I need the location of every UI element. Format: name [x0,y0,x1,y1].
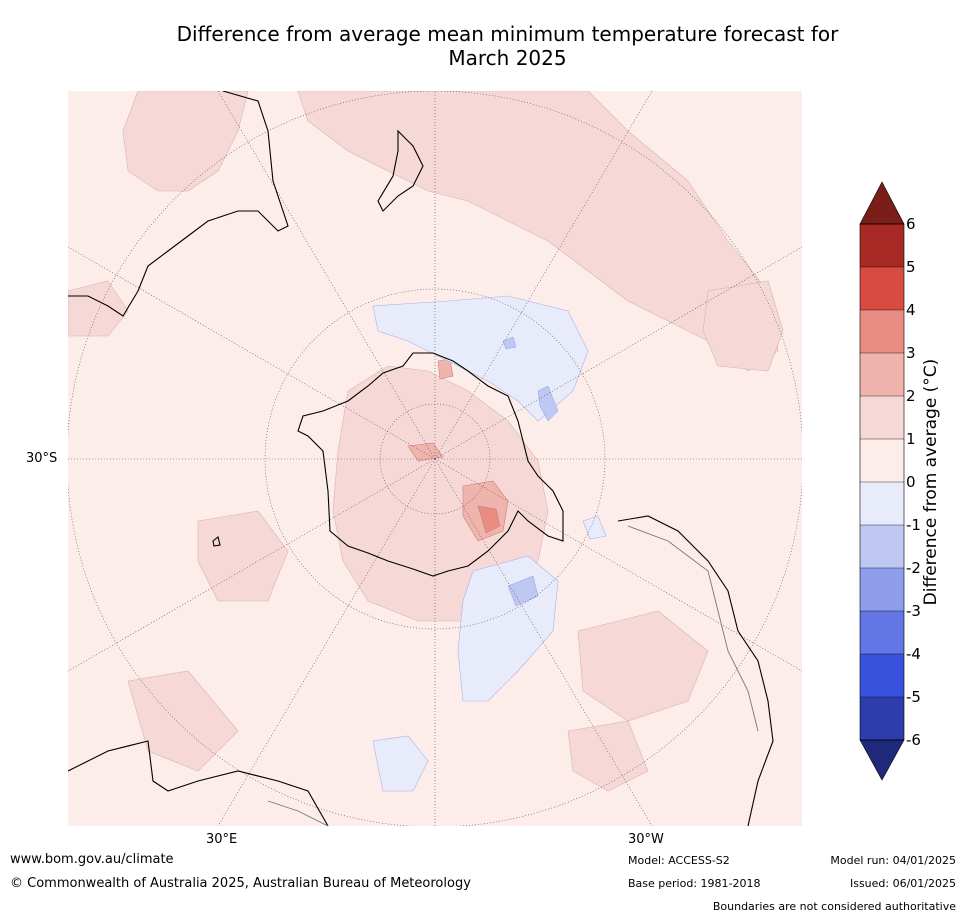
colorbar-tick-label: 4 [906,301,916,319]
colorbar-segment [860,568,904,612]
footer-model-run: Model run: 04/01/2025 [830,854,956,867]
border-africa [267,800,329,826]
colorbar-over-triangle [859,181,905,225]
anomaly-area-southeast [577,610,709,722]
anomaly-area-north [297,91,779,372]
footer-base-period: Base period: 1981-2018 [628,877,761,890]
meridian-7 [217,458,436,826]
colorbar-tick-label: -4 [906,645,921,663]
colorbar-tick-label: 5 [906,258,916,276]
colorbar-segment [860,267,904,311]
lon-label-30w: 30°W [628,832,664,847]
anomaly-area-south [127,670,239,772]
colorbar-segment [860,611,904,655]
meridian-1 [434,91,653,460]
colorbar-segment [860,482,904,526]
colorbar: 6 5 4 3 2 1 0 -1 -2 -3 -4 -5 -6 Difference from aver… [859,181,941,781]
lon-label-30e: 30°E [206,832,238,847]
meridian-5 [434,458,653,826]
footer-website[interactable]: www.bom.gov.au/climate [10,852,174,867]
meridian-11 [217,91,436,460]
anomaly-spot-3 [407,442,444,462]
colorbar-label: Difference from average (°C) [921,359,941,606]
footer-copyright: © Commonwealth of Australia 2025, Austra… [10,876,471,891]
colorbar-tick-label: 1 [906,430,916,448]
colorbar-tick-label: 6 [906,215,916,233]
footer-disclaimer: Boundaries are not considered authoritat… [712,900,956,913]
colorbar-tick-label: -1 [906,516,921,534]
colorbar-tick-label: 0 [906,473,916,491]
anomaly-area-northwest [122,91,249,192]
border-south-america [627,525,759,732]
colorbar-segment [860,396,904,440]
colorbar-segment [860,439,904,483]
title-line-1: Difference from average mean minimum tem… [176,22,839,46]
anomaly-spot-2 [477,505,501,534]
anomaly-area-southcoast [567,720,649,792]
colorbar-under-triangle [859,739,905,781]
colorbar-segment [860,697,904,741]
colorbar-segment [860,310,904,354]
anomaly-cool-spot-1 [537,385,559,422]
footer-issued: Issued: 06/01/2025 [849,877,956,890]
coastline-africa [68,740,329,826]
colorbar-ticks: 6 5 4 3 2 1 0 -1 -2 -3 -4 -5 -6 [860,215,921,749]
colorbar-segment [860,654,904,698]
colorbar-tick-label: -6 [906,731,921,749]
colorbar-segment [860,525,904,569]
coastline-south-america [617,515,774,826]
polar-map [68,91,802,826]
anomaly-cool-4 [582,515,607,540]
colorbar-segment [860,224,904,268]
lat-circle-mid [264,288,606,630]
anomaly-cool-1 [372,295,589,422]
colorbar-tick-label: -5 [906,688,921,706]
colorbar-tick-label: -3 [906,602,921,620]
coastline-antarctica [297,352,564,577]
colorbar-tick-label: 3 [906,344,916,362]
coastline-australia [68,91,289,317]
anomaly-cool-3 [372,735,429,792]
colorbar-tick-label: -2 [906,559,921,577]
coastline-new-zealand [377,129,424,212]
colorbar-tick-label: 2 [906,387,916,405]
title-line-2: March 2025 [448,46,567,70]
anomaly-cool-spot-2 [507,575,539,607]
anomaly-area-east [702,280,784,372]
footer-model: Model: ACCESS-S2 [628,854,730,867]
map-title: Difference from average mean minimum tem… [80,22,935,70]
lat-label-30s: 30°S [26,451,58,466]
anomaly-area-southwest [197,510,289,602]
anomaly-cool-spot-3 [502,336,517,350]
anomaly-area-west [68,280,129,337]
colorbar-segments [860,224,904,741]
colorbar-segment [860,353,904,397]
coastline-island [212,536,221,547]
